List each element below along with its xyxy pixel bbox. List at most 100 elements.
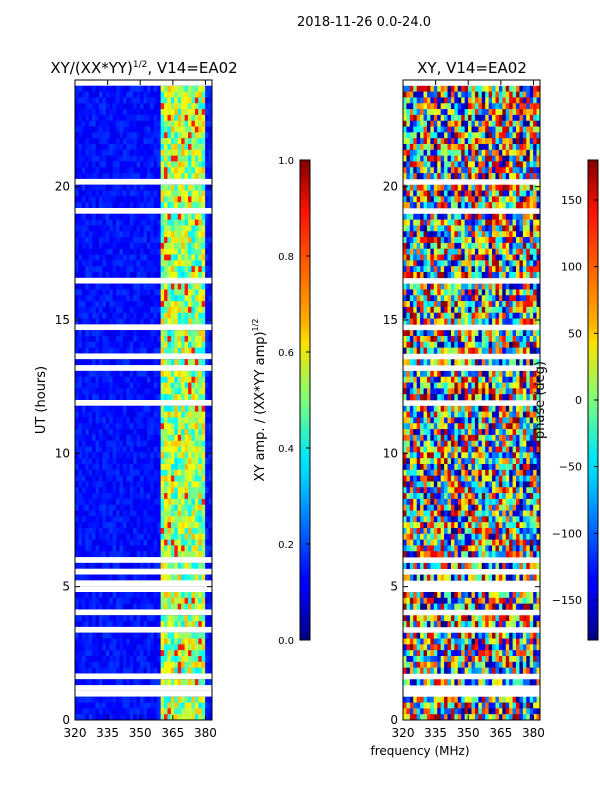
phase-cell <box>485 149 490 156</box>
amplitude-cell <box>105 615 110 622</box>
y-tick-label: 5 <box>62 580 70 594</box>
amplitude-cell <box>78 231 83 238</box>
amplitude-cell <box>126 336 131 343</box>
phase-cell <box>509 132 513 139</box>
amplitude-cell <box>177 161 182 168</box>
amplitude-cell <box>174 661 179 668</box>
phase-cell <box>430 103 435 110</box>
phase-cell <box>423 149 428 156</box>
amplitude-cell <box>119 394 124 401</box>
amplitude-cell <box>122 109 127 116</box>
amplitude-cell <box>167 376 172 383</box>
amplitude-cell <box>170 417 175 424</box>
amplitude-cell <box>85 597 90 604</box>
amplitude-cell <box>129 248 134 255</box>
amplitude-cell <box>198 376 203 383</box>
phase-cell <box>505 126 510 133</box>
amplitude-cell <box>146 336 151 343</box>
amplitude-cell <box>170 528 175 535</box>
phase-cell <box>495 144 500 151</box>
phase-cell <box>461 114 466 122</box>
phase-cell <box>457 132 462 139</box>
amplitude-cell <box>157 452 162 459</box>
amplitude-cell <box>102 650 107 657</box>
amplitude-cell <box>157 144 162 151</box>
amplitude-cell <box>164 254 168 261</box>
amplitude-cell <box>174 97 179 104</box>
amplitude-cell <box>167 190 172 197</box>
amplitude-cell <box>88 440 93 447</box>
amplitude-cell <box>170 679 175 686</box>
amplitude-cell <box>150 551 155 558</box>
amplitude-cell <box>133 266 138 273</box>
amplitude-cell <box>153 138 158 145</box>
phase-cell <box>420 91 424 98</box>
amplitude-cell <box>85 85 90 92</box>
amplitude-cell <box>81 330 86 337</box>
amplitude-cell <box>181 452 185 459</box>
amplitude-cell <box>164 301 168 308</box>
phase-cell <box>488 132 493 139</box>
amplitude-cell <box>85 248 90 255</box>
phase-cell <box>533 260 537 267</box>
amplitude-cell <box>102 167 107 174</box>
amplitude-cell <box>102 411 107 418</box>
amplitude-cell <box>136 312 141 319</box>
amplitude-cell <box>129 528 134 535</box>
amplitude-cell <box>133 231 138 238</box>
phase-cell <box>437 126 442 133</box>
amplitude-cell <box>160 295 165 302</box>
phase-cell <box>481 167 486 174</box>
amplitude-cell <box>92 504 96 511</box>
amplitude-cell <box>126 638 131 645</box>
amplitude-cell <box>75 504 79 511</box>
amplitude-cell <box>188 190 192 197</box>
amplitude-cell <box>119 266 124 273</box>
amplitude-cell <box>170 440 175 447</box>
phase-cell <box>474 184 479 191</box>
amplitude-cell <box>98 132 103 139</box>
amplitude-cell <box>102 138 107 145</box>
amplitude-cell <box>184 196 189 203</box>
phase-cell <box>403 231 407 238</box>
amplitude-cell <box>143 382 148 389</box>
amplitude-cell <box>188 417 192 424</box>
amplitude-cell <box>140 289 144 296</box>
amplitude-cell <box>102 219 107 226</box>
phase-cell <box>488 109 493 116</box>
amplitude-cell <box>122 341 127 348</box>
phase-cell <box>403 266 407 273</box>
amplitude-cell <box>181 97 185 104</box>
amplitude-cell <box>191 336 196 343</box>
amplitude-cell <box>201 522 206 529</box>
amplitude-cell <box>201 708 206 715</box>
amplitude-cell <box>198 464 203 471</box>
amplitude-cell <box>167 242 172 250</box>
phase-cell <box>426 167 431 174</box>
amplitude-cell <box>153 615 158 622</box>
amplitude-cell <box>198 295 203 302</box>
phase-cell <box>403 260 407 267</box>
amplitude-cell <box>116 411 120 418</box>
amplitude-cell <box>164 574 168 581</box>
amplitude-cell <box>184 504 189 511</box>
amplitude-cell <box>198 504 203 511</box>
phase-cell <box>502 237 507 244</box>
amplitude-cell <box>88 603 93 610</box>
amplitude-cell <box>105 149 110 156</box>
amplitude-cell <box>122 615 127 622</box>
amplitude-cell <box>140 225 144 232</box>
amplitude-cell <box>119 132 124 139</box>
amplitude-cell <box>81 493 86 500</box>
amplitude-cell <box>129 452 134 459</box>
amplitude-cell <box>92 516 96 523</box>
phase-cell <box>454 266 459 273</box>
amplitude-cell <box>153 190 158 197</box>
amplitude-cell <box>188 487 192 494</box>
phase-cell <box>492 237 496 244</box>
phase-cell <box>413 132 418 139</box>
phase-cell <box>437 132 442 139</box>
amplitude-cell <box>81 213 86 220</box>
amplitude-cell <box>75 510 79 517</box>
amplitude-cell <box>191 266 196 273</box>
